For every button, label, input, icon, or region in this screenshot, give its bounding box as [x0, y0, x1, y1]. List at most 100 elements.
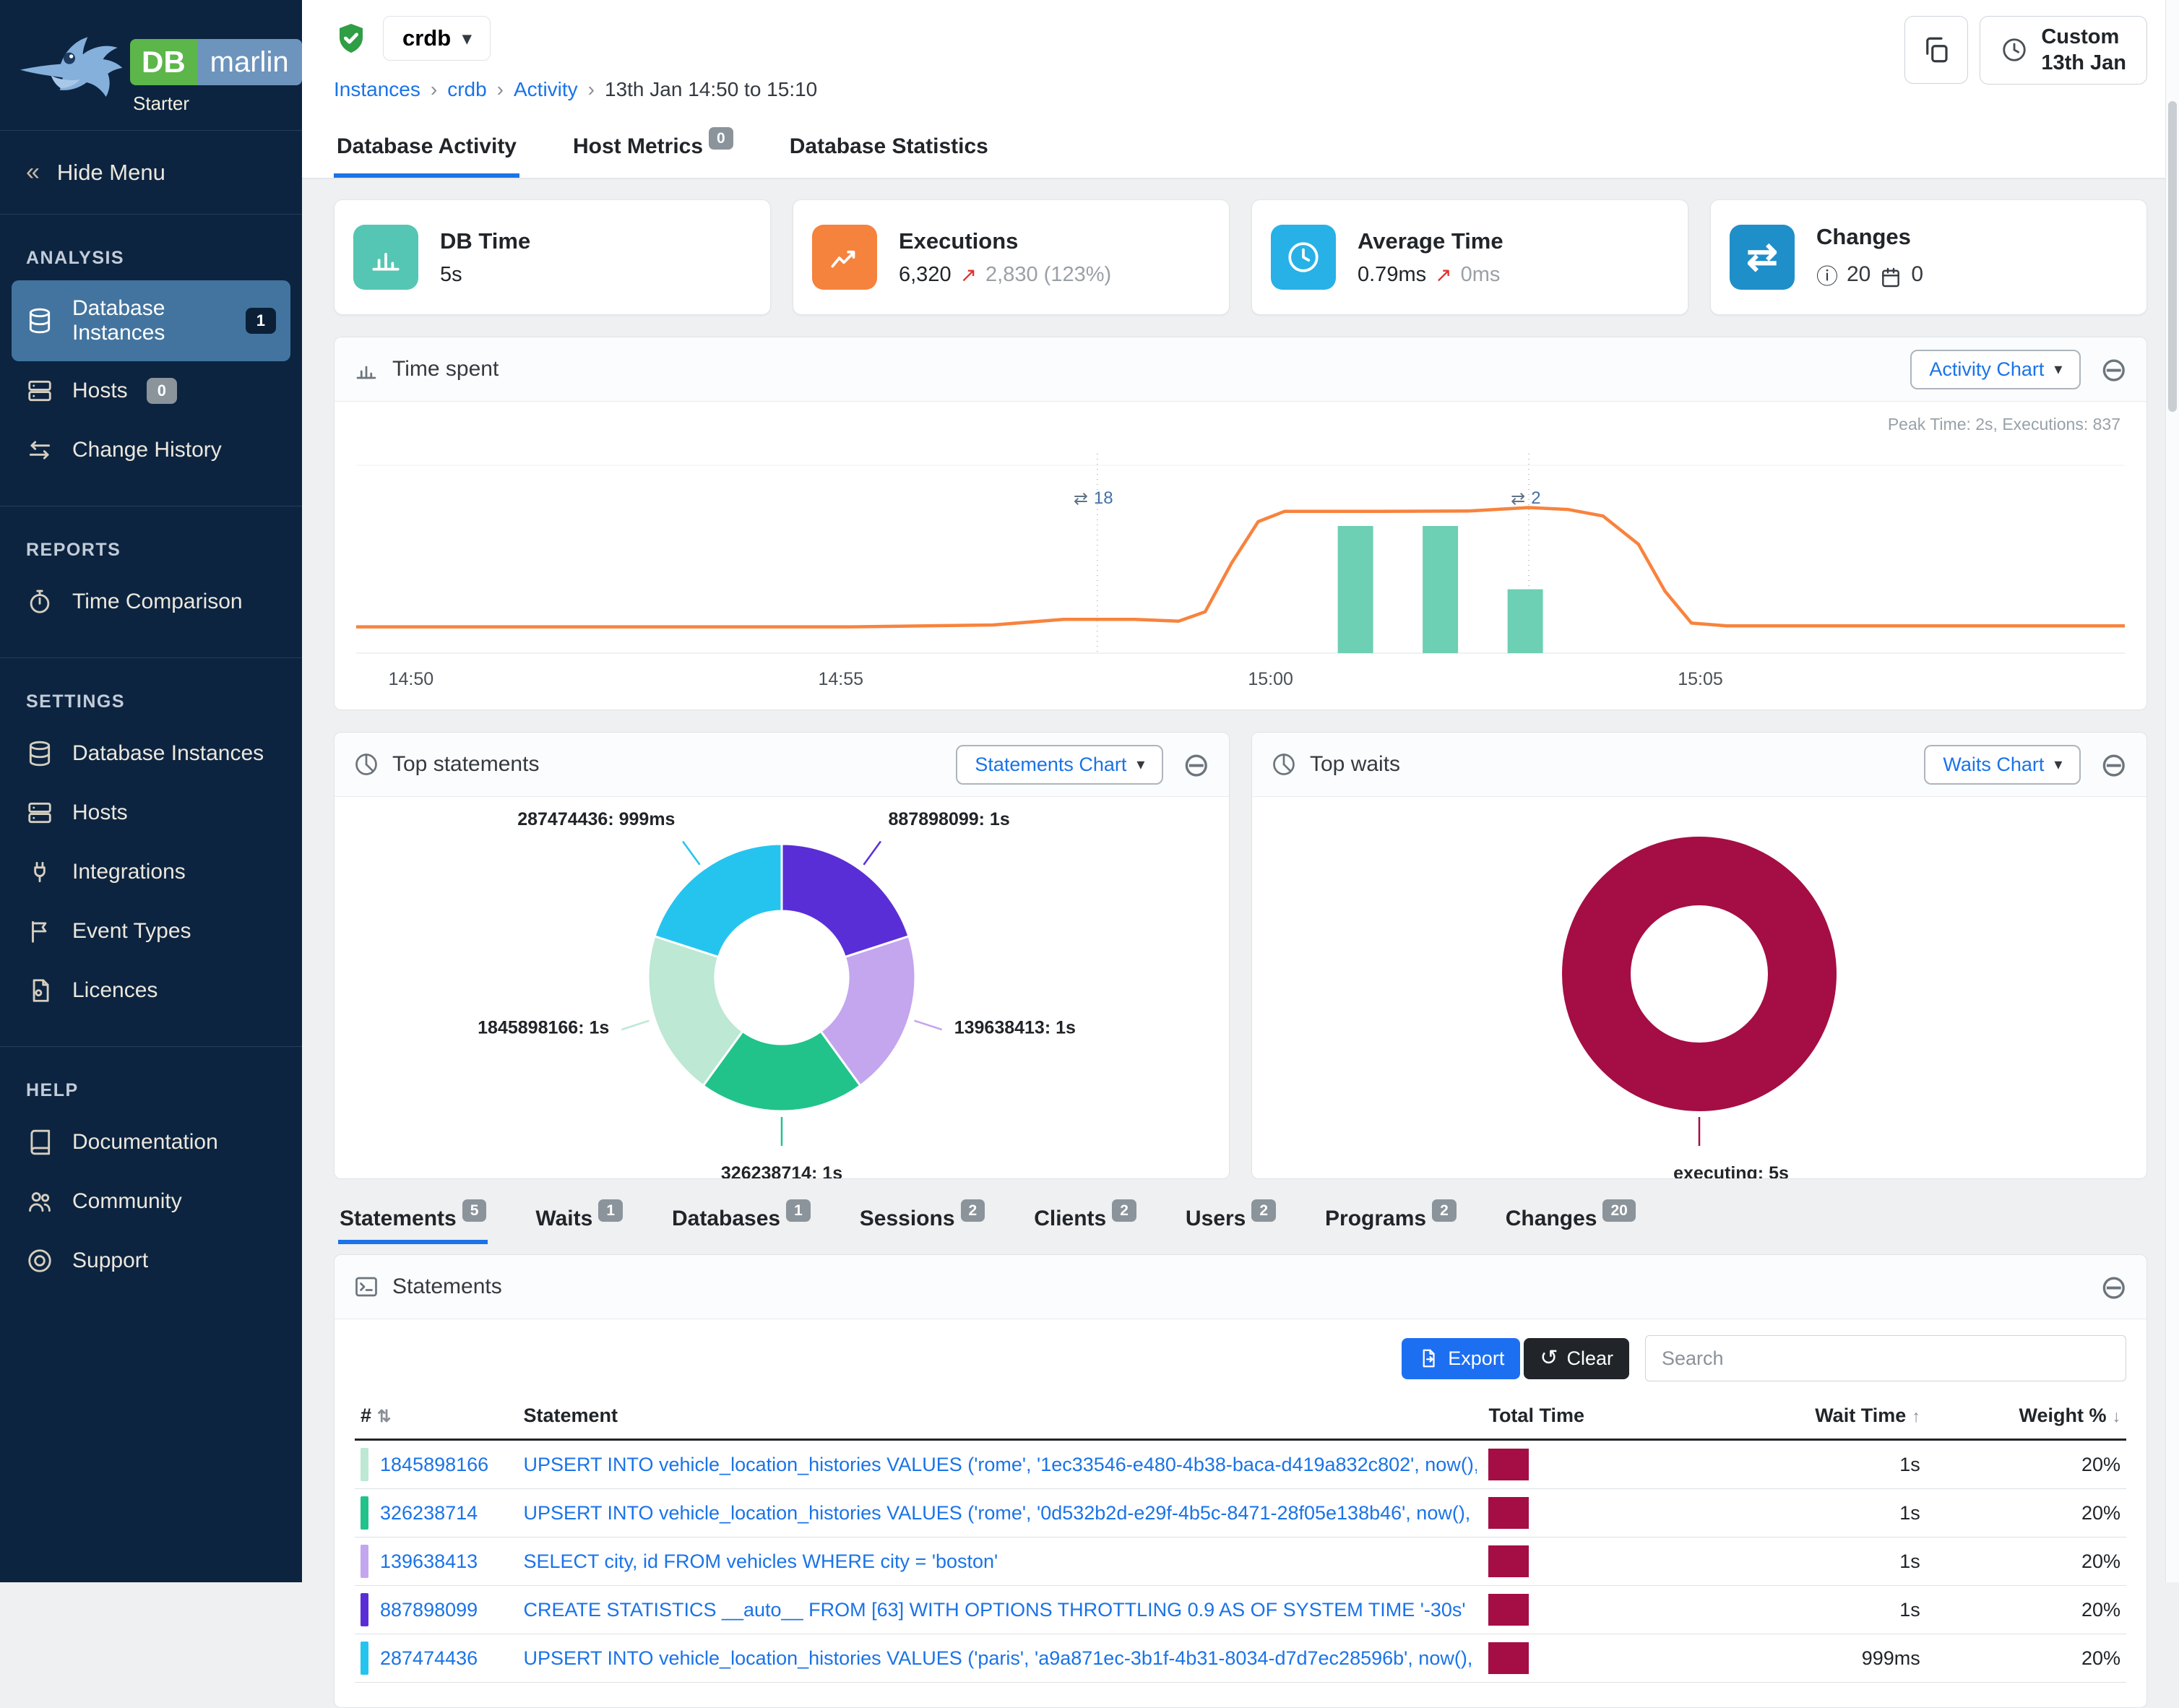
table-row: 326238714 UPSERT INTO vehicle_location_hi… — [355, 1488, 2126, 1537]
detail-tab-statements[interactable]: Statements 5 — [338, 1198, 488, 1244]
column-header-weight[interactable]: Weight % ↓ — [1925, 1394, 2126, 1441]
time-range-button[interactable]: Custom 13th Jan — [1980, 16, 2147, 85]
pie-chart-icon — [355, 754, 377, 775]
statement-id-link[interactable]: 287474436 — [380, 1647, 478, 1669]
scrollbar-thumb[interactable] — [2168, 101, 2177, 412]
statement-id-link[interactable]: 326238714 — [380, 1501, 478, 1524]
statements-donut-chart[interactable]: 887898099: 1s 139638413: 1s 326238714: 1s 1… — [335, 797, 1229, 1178]
sidebar-item-licences[interactable]: Licences — [0, 961, 302, 1020]
main-area: crdb ▾ Custom 13th Jan Instances › crdb › Ac… — [302, 0, 2179, 1708]
donut-slice-executing[interactable] — [1562, 837, 1837, 1111]
column-header-statement[interactable]: Statement — [517, 1394, 1483, 1441]
change-marker[interactable]: ⇄ 18 — [1074, 488, 1113, 509]
column-header-total-time[interactable]: Total Time — [1483, 1394, 1663, 1441]
statement-link[interactable]: UPSERT INTO vehicle_location_histories V… — [523, 1453, 1477, 1475]
activity-chart-dropdown[interactable]: Activity Chart ▾ — [1910, 349, 2081, 389]
sidebar-item-hosts[interactable]: Hosts — [0, 783, 302, 842]
statements-chart-dropdown[interactable]: Statements Chart ▾ — [956, 744, 1164, 785]
sidebar-item-label: Database Instances — [72, 741, 264, 765]
card-title: Average Time — [1358, 228, 1503, 254]
edition-label: Starter — [133, 92, 190, 114]
count-badge: 20 — [1602, 1199, 1636, 1222]
scrollbar-track[interactable] — [2165, 0, 2179, 1582]
sidebar-item-change-history[interactable]: Change History — [0, 420, 302, 480]
sidebar-item-community[interactable]: Community — [0, 1172, 302, 1231]
caret-down-icon: ▾ — [2054, 755, 2063, 773]
donut-slice-326238714[interactable] — [702, 1030, 862, 1113]
count-badge: 5 — [462, 1199, 487, 1222]
clear-button[interactable]: ↺ Clear — [1524, 1337, 1629, 1379]
statement-id-link[interactable]: 139638413 — [380, 1550, 478, 1572]
detail-tab-clients[interactable]: Clients 2 — [1032, 1198, 1138, 1244]
tab-database-statistics[interactable]: Database Statistics — [789, 134, 988, 158]
sort-icon[interactable]: ↓ — [2112, 1407, 2121, 1426]
time-spent-chart[interactable]: ⇄ 18 ⇄ 2 — [356, 449, 2125, 666]
sort-icon[interactable]: ↑ — [1912, 1407, 1920, 1426]
tab-host-metrics[interactable]: Host Metrics 0 — [570, 114, 736, 178]
waits-donut-chart[interactable]: executing: 5s — [1252, 797, 2146, 1178]
statement-id-link[interactable]: 887898099 — [380, 1598, 478, 1621]
count-badge: 1 — [245, 308, 276, 334]
time-range-line1: Custom — [2041, 25, 2120, 48]
server-icon — [26, 377, 53, 405]
count-badge: 1 — [598, 1199, 623, 1222]
arrow-up-right-icon: ↗ — [1435, 263, 1452, 286]
statement-link[interactable]: CREATE STATISTICS __auto__ FROM [63] WIT… — [523, 1598, 1466, 1621]
waits-chart-dropdown[interactable]: Waits Chart ▾ — [1924, 744, 2081, 785]
breadcrumb-activity[interactable]: Activity — [513, 78, 578, 100]
detail-tab-users[interactable]: Users 2 — [1184, 1198, 1277, 1244]
sidebar-item-support[interactable]: Support — [0, 1231, 302, 1290]
sidebar-item-database-instances[interactable]: Database Instances — [0, 724, 302, 783]
collapse-panel-icon[interactable]: ⊖ — [2100, 746, 2128, 783]
detail-tab-waits[interactable]: Waits 1 — [534, 1198, 624, 1244]
statement-id-link[interactable]: 1845898166 — [380, 1453, 489, 1475]
detail-tab-changes[interactable]: Changes 20 — [1504, 1198, 1637, 1244]
x-tick-label: 15:05 — [1678, 669, 1723, 689]
column-header-[interactable]: # ⇅ — [355, 1394, 518, 1441]
search-input[interactable] — [1645, 1335, 2126, 1381]
column-header-wait-time[interactable]: Wait Time ↑ — [1662, 1394, 1926, 1441]
export-button[interactable]: Export — [1402, 1337, 1521, 1379]
collapse-panel-icon[interactable]: ⊖ — [2100, 350, 2128, 388]
detail-tab-databases[interactable]: Databases 1 — [670, 1198, 812, 1244]
statement-link[interactable]: UPSERT INTO vehicle_location_histories V… — [523, 1647, 1477, 1669]
sidebar-item-event-types[interactable]: Event Types — [0, 902, 302, 961]
sidebar-item-integrations[interactable]: Integrations — [0, 842, 302, 902]
sidebar-item-time-comparison[interactable]: Time Comparison — [0, 572, 302, 631]
chevron-down-icon: ▾ — [462, 28, 472, 48]
sidebar-item-documentation[interactable]: Documentation — [0, 1113, 302, 1172]
change-marker[interactable]: ⇄ 2 — [1511, 488, 1540, 509]
donut-slice-1845898166[interactable] — [647, 934, 745, 1087]
hide-menu-button[interactable]: « Hide Menu — [0, 130, 302, 215]
donut-slice-139638413[interactable] — [819, 934, 917, 1087]
detail-tab-programs[interactable]: Programs 2 — [1324, 1198, 1458, 1244]
tab-database-activity[interactable]: Database Activity — [334, 114, 519, 178]
donut-slice-887898099[interactable] — [780, 842, 910, 959]
sidebar-item-hosts[interactable]: Hosts 0 — [0, 361, 302, 420]
breadcrumb-instances[interactable]: Instances — [334, 78, 420, 100]
exchange-icon — [26, 436, 53, 464]
card-title: Executions — [899, 228, 1019, 254]
top-waits-panel: Top waits Waits Chart ▾ ⊖ executing: 5s — [1251, 732, 2147, 1179]
x-tick-label: 14:55 — [818, 669, 864, 689]
collapse-panel-icon[interactable]: ⊖ — [1182, 746, 1210, 783]
wait-time-value: 1s — [1662, 1488, 1926, 1537]
detail-tab-sessions[interactable]: Sessions 2 — [858, 1198, 986, 1244]
instance-selector[interactable]: crdb ▾ — [383, 16, 491, 61]
weight-value: 20% — [1925, 1634, 2126, 1683]
copy-link-button[interactable] — [1904, 16, 1969, 84]
count-badge: 0 — [146, 378, 177, 404]
donut-slice-287474436[interactable] — [653, 842, 783, 959]
breadcrumb-crdb[interactable]: crdb — [447, 78, 487, 100]
table-row: 887898099 CREATE STATISTICS __auto__ FROM… — [355, 1585, 2126, 1634]
sort-icon[interactable]: ⇅ — [377, 1407, 392, 1426]
statement-link[interactable]: SELECT city, id FROM vehicles WHERE city… — [523, 1550, 998, 1572]
statement-link[interactable]: UPSERT INTO vehicle_location_histories V… — [523, 1501, 1477, 1524]
wait-time-value: 999ms — [1662, 1634, 1926, 1683]
collapse-panel-icon[interactable]: ⊖ — [2100, 1268, 2128, 1306]
statements-table-panel: Statements ⊖ Export ↺ Clear — [334, 1254, 2147, 1708]
table-row: 1845898166 UPSERT INTO vehicle_location_h… — [355, 1439, 2126, 1489]
breadcrumb-separator: › — [430, 78, 438, 100]
divider — [0, 657, 302, 658]
sidebar-item-database-instances[interactable]: Database Instances 1 — [12, 280, 290, 361]
